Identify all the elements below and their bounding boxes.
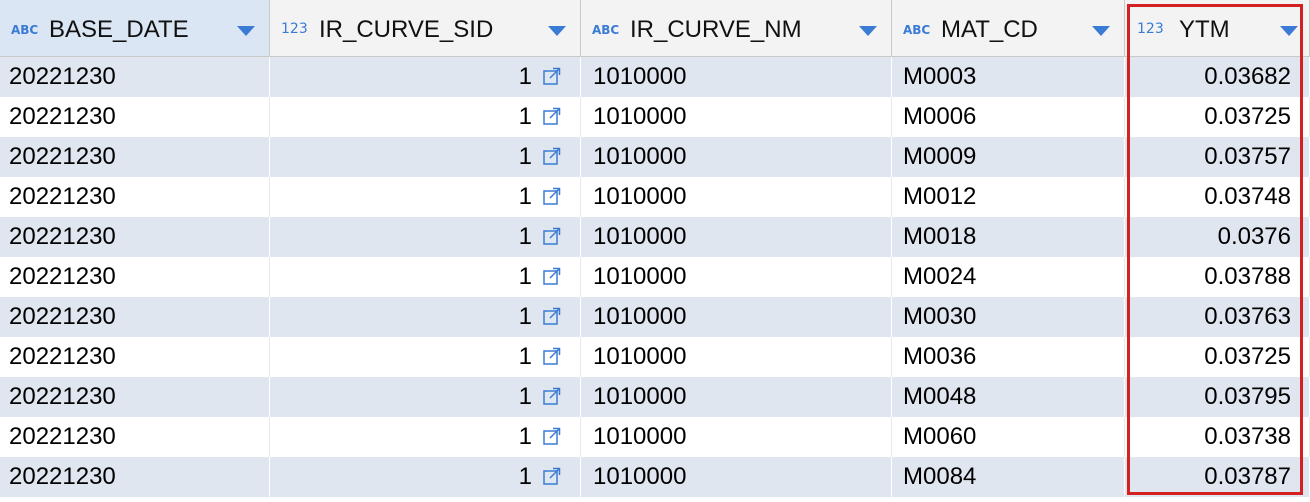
open-link-icon[interactable] (541, 297, 565, 337)
number-type-icon: 123 (281, 21, 308, 37)
table-row[interactable]: 20221230 1 1010000 M0003 0.03682 (0, 57, 1310, 97)
cell-ytm[interactable]: 0.03725 (1125, 97, 1310, 137)
open-link-icon[interactable] (541, 217, 565, 257)
column-header-label: BASE_DATE (49, 16, 189, 43)
cell-ir-curve-nm[interactable]: 1010000 (581, 177, 892, 217)
cell-ir-curve-nm[interactable]: 1010000 (581, 217, 892, 257)
cell-base-date[interactable]: 20221230 (0, 57, 270, 97)
cell-ytm[interactable]: 0.03748 (1125, 177, 1310, 217)
table-row[interactable]: 20221230 1 1010000 M0018 0.0376 (0, 217, 1310, 257)
cell-ytm[interactable]: 0.03787 (1125, 457, 1310, 497)
cell-base-date[interactable]: 20221230 (0, 137, 270, 177)
column-header-ir-curve-nm[interactable]: ABC IR_CURVE_NM (581, 0, 892, 57)
cell-mat-cd[interactable]: M0084 (892, 457, 1125, 497)
table-row[interactable]: 20221230 1 1010000 M0036 0.03725 (0, 337, 1310, 377)
cell-mat-cd[interactable]: M0024 (892, 257, 1125, 297)
column-header-label: IR_CURVE_NM (630, 16, 802, 43)
table-row[interactable]: 20221230 1 1010000 M0009 0.03757 (0, 137, 1310, 177)
table-row[interactable]: 20221230 1 1010000 M0006 0.03725 (0, 97, 1310, 137)
text-type-icon: ABC (903, 23, 931, 37)
cell-base-date[interactable]: 20221230 (0, 217, 270, 257)
cell-mat-cd[interactable]: M0018 (892, 217, 1125, 257)
cell-ir-curve-sid[interactable]: 1 (270, 377, 581, 417)
cell-base-date[interactable]: 20221230 (0, 297, 270, 337)
cell-ytm[interactable]: 0.03682 (1125, 57, 1310, 97)
cell-ytm[interactable]: 0.03738 (1125, 417, 1310, 457)
cell-mat-cd[interactable]: M0003 (892, 57, 1125, 97)
cell-mat-cd[interactable]: M0009 (892, 137, 1125, 177)
open-link-icon[interactable] (541, 377, 565, 417)
open-link-icon[interactable] (541, 97, 565, 137)
cell-mat-cd[interactable]: M0060 (892, 417, 1125, 457)
open-link-icon[interactable] (541, 417, 565, 457)
column-header-ir-curve-sid[interactable]: 123 IR_CURVE_SID (270, 0, 581, 57)
cell-base-date[interactable]: 20221230 (0, 457, 270, 497)
cell-ir-curve-sid[interactable]: 1 (270, 457, 581, 497)
column-header-base-date[interactable]: ABC BASE_DATE (0, 0, 270, 57)
open-link-icon[interactable] (541, 337, 565, 377)
chevron-down-icon[interactable] (1092, 26, 1110, 36)
cell-ir-curve-sid[interactable]: 1 (270, 57, 581, 97)
cell-mat-cd[interactable]: M0006 (892, 97, 1125, 137)
cell-ir-curve-nm[interactable]: 1010000 (581, 457, 892, 497)
cell-ytm[interactable]: 0.03788 (1125, 257, 1310, 297)
cell-ir-curve-nm[interactable]: 1010000 (581, 417, 892, 457)
cell-base-date[interactable]: 20221230 (0, 377, 270, 417)
chevron-down-icon[interactable] (548, 26, 566, 36)
chevron-down-icon[interactable] (859, 26, 877, 36)
cell-base-date[interactable]: 20221230 (0, 257, 270, 297)
cell-mat-cd[interactable]: M0012 (892, 177, 1125, 217)
chevron-down-icon[interactable] (237, 26, 255, 36)
cell-ytm[interactable]: 0.03757 (1125, 137, 1310, 177)
cell-ir-curve-sid[interactable]: 1 (270, 337, 581, 377)
cell-ir-curve-sid[interactable]: 1 (270, 137, 581, 177)
cell-mat-cd[interactable]: M0036 (892, 337, 1125, 377)
cell-ir-curve-nm[interactable]: 1010000 (581, 297, 892, 337)
cell-ir-curve-sid[interactable]: 1 (270, 257, 581, 297)
cell-ytm[interactable]: 0.0376 (1125, 217, 1310, 257)
text-type-icon: ABC (592, 23, 620, 37)
text-type-icon: ABC (11, 23, 39, 37)
cell-ir-curve-nm[interactable]: 1010000 (581, 57, 892, 97)
cell-base-date[interactable]: 20221230 (0, 177, 270, 217)
cell-base-date[interactable]: 20221230 (0, 337, 270, 377)
table-row[interactable]: 20221230 1 1010000 M0048 0.03795 (0, 377, 1310, 417)
table-row[interactable]: 20221230 1 1010000 M0030 0.03763 (0, 297, 1310, 337)
table-row[interactable]: 20221230 1 1010000 M0012 0.03748 (0, 177, 1310, 217)
cell-base-date[interactable]: 20221230 (0, 97, 270, 137)
cell-ir-curve-sid[interactable]: 1 (270, 217, 581, 257)
column-header-label: YTM (1179, 16, 1230, 43)
cell-ir-curve-sid[interactable]: 1 (270, 97, 581, 137)
cell-ir-curve-sid[interactable]: 1 (270, 417, 581, 457)
open-link-icon[interactable] (541, 457, 565, 497)
table-row[interactable]: 20221230 1 1010000 M0024 0.03788 (0, 257, 1310, 297)
open-link-icon[interactable] (541, 257, 565, 297)
cell-ir-curve-nm[interactable]: 1010000 (581, 377, 892, 417)
open-link-icon[interactable] (541, 57, 565, 97)
cell-base-date[interactable]: 20221230 (0, 417, 270, 457)
cell-ytm[interactable]: 0.03725 (1125, 337, 1310, 377)
cell-ytm[interactable]: 0.03763 (1125, 297, 1310, 337)
table-row[interactable]: 20221230 1 1010000 M0060 0.03738 (0, 417, 1310, 457)
chevron-down-icon[interactable] (1280, 26, 1298, 36)
cell-ir-curve-nm[interactable]: 1010000 (581, 97, 892, 137)
column-header-label: IR_CURVE_SID (319, 16, 494, 43)
cell-ir-curve-sid[interactable]: 1 (270, 177, 581, 217)
cell-ir-curve-nm[interactable]: 1010000 (581, 337, 892, 377)
cell-ir-curve-nm[interactable]: 1010000 (581, 137, 892, 177)
cell-ytm[interactable]: 0.03795 (1125, 377, 1310, 417)
number-type-icon: 123 (1137, 21, 1164, 37)
open-link-icon[interactable] (541, 137, 565, 177)
open-link-icon[interactable] (541, 177, 565, 217)
column-header-ytm[interactable]: 123 YTM (1125, 0, 1310, 57)
cell-mat-cd[interactable]: M0030 (892, 297, 1125, 337)
column-header-label: MAT_CD (941, 16, 1038, 43)
cell-ir-curve-nm[interactable]: 1010000 (581, 257, 892, 297)
table-row[interactable]: 20221230 1 1010000 M0084 0.03787 (0, 457, 1310, 497)
cell-mat-cd[interactable]: M0048 (892, 377, 1125, 417)
cell-ir-curve-sid[interactable]: 1 (270, 297, 581, 337)
column-header-mat-cd[interactable]: ABC MAT_CD (892, 0, 1125, 57)
